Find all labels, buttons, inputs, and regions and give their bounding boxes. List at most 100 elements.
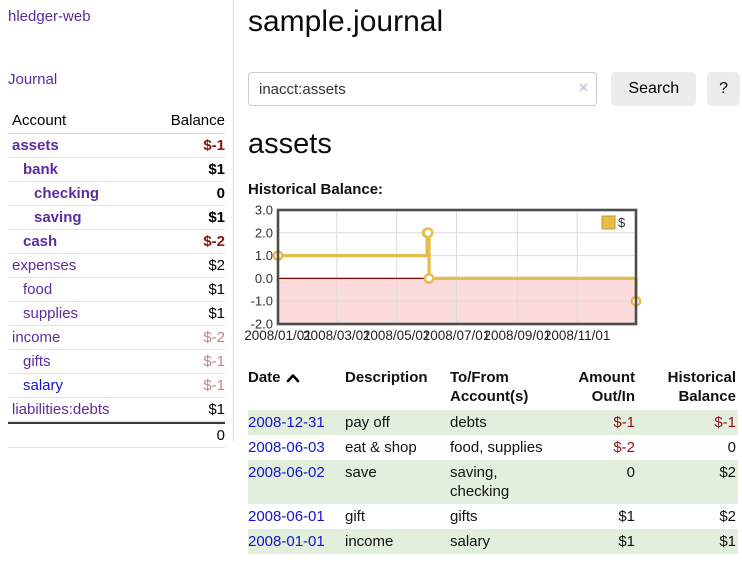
register-header-balance[interactable]: Historical Balance [667, 369, 736, 405]
search-form: × Search ? [248, 72, 740, 106]
accounts-total-value: 0 [216, 427, 225, 444]
svg-text:-1.0: -1.0 [251, 294, 273, 309]
search-button[interactable]: Search [611, 72, 697, 106]
sort-ascending-icon [286, 369, 300, 388]
account-row: saving $1 [8, 206, 225, 230]
svg-text:0.0: 0.0 [255, 271, 273, 286]
register-table: Date Description To/From Account(s) Amou… [248, 366, 738, 554]
register-cell-date: 2008-06-02 [248, 460, 345, 504]
accounts-rows: assets $-1 bank $1 checking 0 saving $1 cash $-2 e… [8, 134, 225, 422]
sidebar-item-journal[interactable]: Journal [8, 71, 58, 88]
account-heading: assets [248, 128, 332, 160]
account-balance: $-1 [203, 353, 225, 370]
register-cell-amount: 0 [560, 460, 643, 504]
account-link[interactable]: salary [23, 377, 64, 394]
account-balance: $2 [208, 257, 225, 274]
transaction-date-link[interactable]: 2008-06-02 [248, 464, 325, 481]
account-row: income $-2 [8, 326, 225, 350]
account-balance: $1 [208, 305, 225, 322]
account-link[interactable]: gifts [23, 353, 51, 370]
register-header-amount[interactable]: Amount Out/In [578, 369, 635, 405]
register-cell-description: save [345, 460, 450, 504]
account-row: salary $-1 [8, 374, 225, 398]
app-brand-link[interactable]: hledger-web [8, 8, 91, 25]
svg-text:3.0: 3.0 [255, 203, 273, 218]
account-balance: $-1 [203, 137, 225, 154]
register-cell-accounts: gifts [450, 508, 478, 525]
account-row: expenses $2 [8, 254, 225, 278]
register-cell-accounts: saving, checking [450, 460, 560, 504]
register-cell-accounts: salary [450, 529, 560, 554]
historical-balance-chart: $3.0 2.0 1.0 0.0 -1.0 -2.0 2008/01/01 2008/03/0… [244, 203, 740, 348]
account-link[interactable]: cash [23, 233, 58, 250]
svg-text:2008/07/01: 2008/07/01 [423, 328, 491, 343]
svg-text:1.0: 1.0 [255, 248, 273, 263]
transaction-date-link[interactable]: 2008-01-01 [248, 533, 325, 550]
account-balance: $-2 [203, 233, 225, 250]
register-row: 2008-12-31 pay off debts $-1 $-1 [248, 410, 738, 435]
register-cell-balance: $2 [719, 508, 736, 525]
account-link[interactable]: assets [12, 137, 59, 154]
svg-text:2008/01/01: 2008/01/01 [244, 328, 312, 343]
account-row: gifts $-1 [8, 350, 225, 374]
transaction-date-link[interactable]: 2008-06-03 [248, 439, 325, 456]
register-header-date[interactable]: Date [248, 366, 345, 410]
register-header-tofrom[interactable]: To/From Account(s) [450, 369, 529, 405]
account-row: checking 0 [8, 182, 225, 206]
accounts-total-row: 0 [8, 422, 225, 448]
register-header-row: Date Description To/From Account(s) Amou… [248, 366, 738, 410]
register-cell-balance: $-1 [643, 410, 738, 435]
help-button[interactable]: ? [707, 72, 740, 106]
account-balance: $1 [208, 401, 225, 418]
account-link[interactable]: supplies [23, 305, 79, 322]
clear-search-icon[interactable]: × [578, 78, 589, 97]
account-link[interactable]: food [23, 281, 53, 298]
register-cell-balance: $2 [643, 460, 738, 504]
account-link[interactable]: expenses [12, 257, 77, 274]
transaction-date-link[interactable]: 2008-12-31 [248, 414, 325, 431]
register-cell-description: income [345, 529, 450, 554]
account-link[interactable]: checking [34, 185, 100, 202]
account-row: cash $-2 [8, 230, 225, 254]
register-cell-accounts: debts [450, 410, 560, 435]
svg-text:$: $ [618, 215, 626, 230]
register-cell-amount: $-2 [613, 439, 635, 456]
svg-text:2008/03/01: 2008/03/01 [303, 328, 371, 343]
account-balance: $-2 [203, 329, 225, 346]
accounts-table-header: Account Balance [8, 109, 225, 134]
register-cell-balance: $1 [643, 529, 738, 554]
register-cell-date: 2008-06-03 [248, 435, 345, 460]
register-cell-amount: $1 [560, 529, 643, 554]
register-cell-balance: 0 [727, 439, 736, 456]
svg-text:2.0: 2.0 [255, 225, 273, 240]
transaction-date-link[interactable]: 2008-06-01 [248, 508, 325, 525]
svg-text:2008/09/01: 2008/09/01 [484, 328, 552, 343]
account-balance: 0 [216, 185, 225, 202]
account-balance: $1 [208, 209, 225, 226]
register-row: 2008-06-01 gift gifts $1 $2 [248, 504, 738, 529]
svg-text:-2.0: -2.0 [251, 317, 273, 332]
account-link[interactable]: bank [23, 161, 59, 178]
register-row: 2008-06-03 eat & shop food, supplies $-2 0 [248, 435, 738, 460]
register-cell-description: pay off [345, 410, 450, 435]
main-content: sample.journal × Search ? assets Histori… [244, 0, 740, 554]
register-header-description[interactable]: Description [345, 369, 428, 386]
search-input[interactable] [248, 72, 598, 106]
account-row: assets $-1 [8, 134, 225, 158]
account-link[interactable]: liabilities:debts [12, 401, 110, 418]
accounts-header-account: Account [12, 112, 67, 129]
svg-text:2008/05/01: 2008/05/01 [363, 328, 431, 343]
page-title: sample.journal [248, 5, 444, 38]
sidebar: hledger-web Journal Account Balance asse… [0, 0, 234, 448]
account-link[interactable]: saving [34, 209, 82, 226]
accounts-header-balance: Balance [170, 112, 225, 129]
account-balance: $1 [208, 161, 225, 178]
register-cell-date: 2008-12-31 [248, 410, 345, 435]
register-row: 2008-01-01 income salary $1 $1 [248, 529, 738, 554]
account-link[interactable]: income [12, 329, 61, 346]
account-row: liabilities:debts $1 [8, 398, 225, 422]
register-cell-accounts: food, supplies [450, 439, 543, 456]
accounts-table: Account Balance assets $-1 bank $1 checking 0… [8, 109, 225, 448]
register-cell-amount: $-1 [560, 410, 643, 435]
register-row: 2008-06-02 save saving, checking 0 $2 [248, 460, 738, 504]
